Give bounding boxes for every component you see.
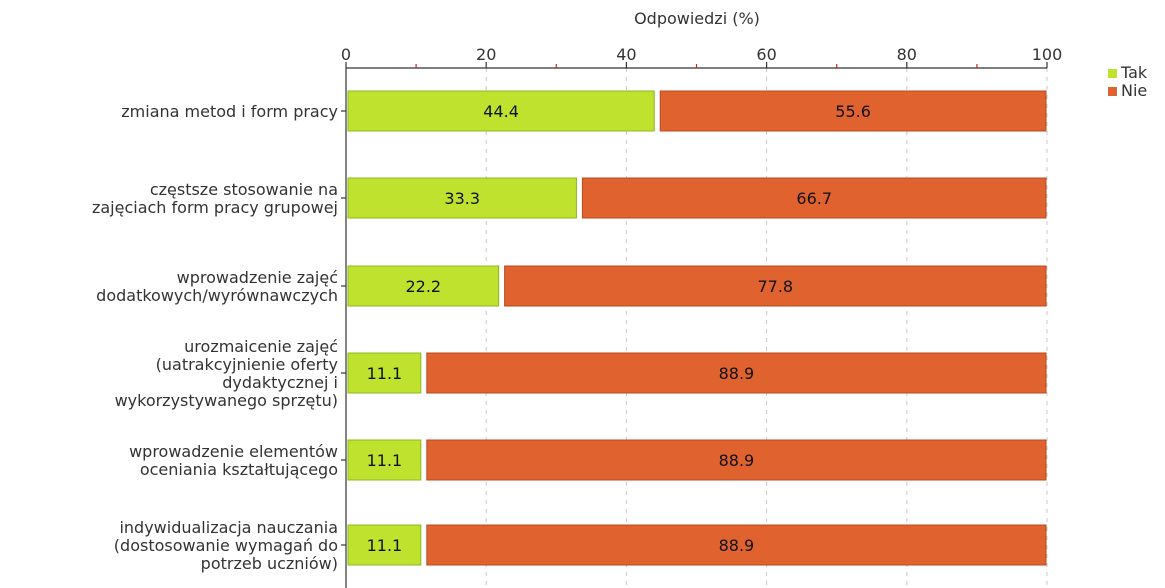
bar-nie	[426, 439, 1047, 481]
tick-label: 60	[756, 45, 776, 64]
tick-label: 0	[341, 45, 351, 64]
data-label: 88.9	[719, 451, 755, 470]
bar-nie	[504, 265, 1047, 307]
category-label: potrzeb uczniów)	[201, 554, 338, 573]
tick-label: 40	[616, 45, 636, 64]
gridlines	[485, 68, 1048, 588]
category-label: wprowadzenie elementów	[129, 442, 338, 461]
bar-tak	[347, 352, 422, 394]
category-label: zmiana metod i form pracy	[121, 102, 338, 121]
category-label: częstsze stosowanie na	[150, 180, 338, 199]
bar-nie	[659, 90, 1047, 132]
x-axis-title: Odpowiedzi (%)	[634, 9, 760, 28]
data-label: 66.7	[796, 189, 832, 208]
bar-tak	[347, 177, 577, 219]
tick-label: 100	[1032, 45, 1063, 64]
data-label: 55.6	[835, 102, 871, 121]
category-label: (uatrakcyjnienie oferty	[156, 355, 338, 374]
bar-tak	[347, 90, 655, 132]
bar-nie	[581, 177, 1047, 219]
data-label: 11.1	[367, 364, 403, 383]
tick-label: 80	[897, 45, 917, 64]
data-label: 11.1	[367, 536, 403, 555]
data-label: 88.9	[719, 536, 755, 555]
bar-nie	[426, 352, 1047, 394]
category-label: dodatkowych/wyrównawczych	[96, 286, 338, 305]
x-axis: 0 20 40 60 80 100	[341, 45, 1062, 588]
data-label: 88.9	[719, 364, 755, 383]
data-label: 22.2	[405, 277, 441, 296]
legend-label: Nie	[1121, 81, 1147, 100]
bars: 44.4 55.6 33.3 66.7 22.2 77.8 11.1 88.9 11.1 88.9…	[347, 90, 1047, 566]
category-label: wprowadzenie zajęć	[177, 268, 338, 287]
bar-tak	[347, 265, 500, 307]
category-label: urozmaicenie zajęć	[184, 337, 338, 356]
category-label: dydaktycznej i	[222, 373, 338, 392]
data-label: 33.3	[444, 189, 480, 208]
category-labels: zmiana metod i form pracy częstsze stosow…	[92, 102, 338, 573]
legend-label: Tak	[1120, 63, 1148, 82]
data-label: 44.4	[483, 102, 519, 121]
bar-tak	[347, 439, 422, 481]
tick-label: 20	[476, 45, 496, 64]
category-label: indywidualizacja nauczania	[119, 518, 338, 537]
legend-swatch-tak	[1108, 69, 1117, 78]
bar-tak	[347, 524, 422, 566]
data-label: 77.8	[757, 277, 793, 296]
category-label: oceniania kształtującego	[140, 460, 338, 479]
category-label: wykorzystywanego sprzętu)	[115, 391, 338, 410]
category-label: zajęciach form pracy grupowej	[92, 198, 338, 217]
category-label: (dostosowanie wymagań do	[114, 536, 338, 555]
data-label: 11.1	[367, 451, 403, 470]
legend-swatch-nie	[1108, 87, 1117, 96]
bar-nie	[426, 524, 1047, 566]
